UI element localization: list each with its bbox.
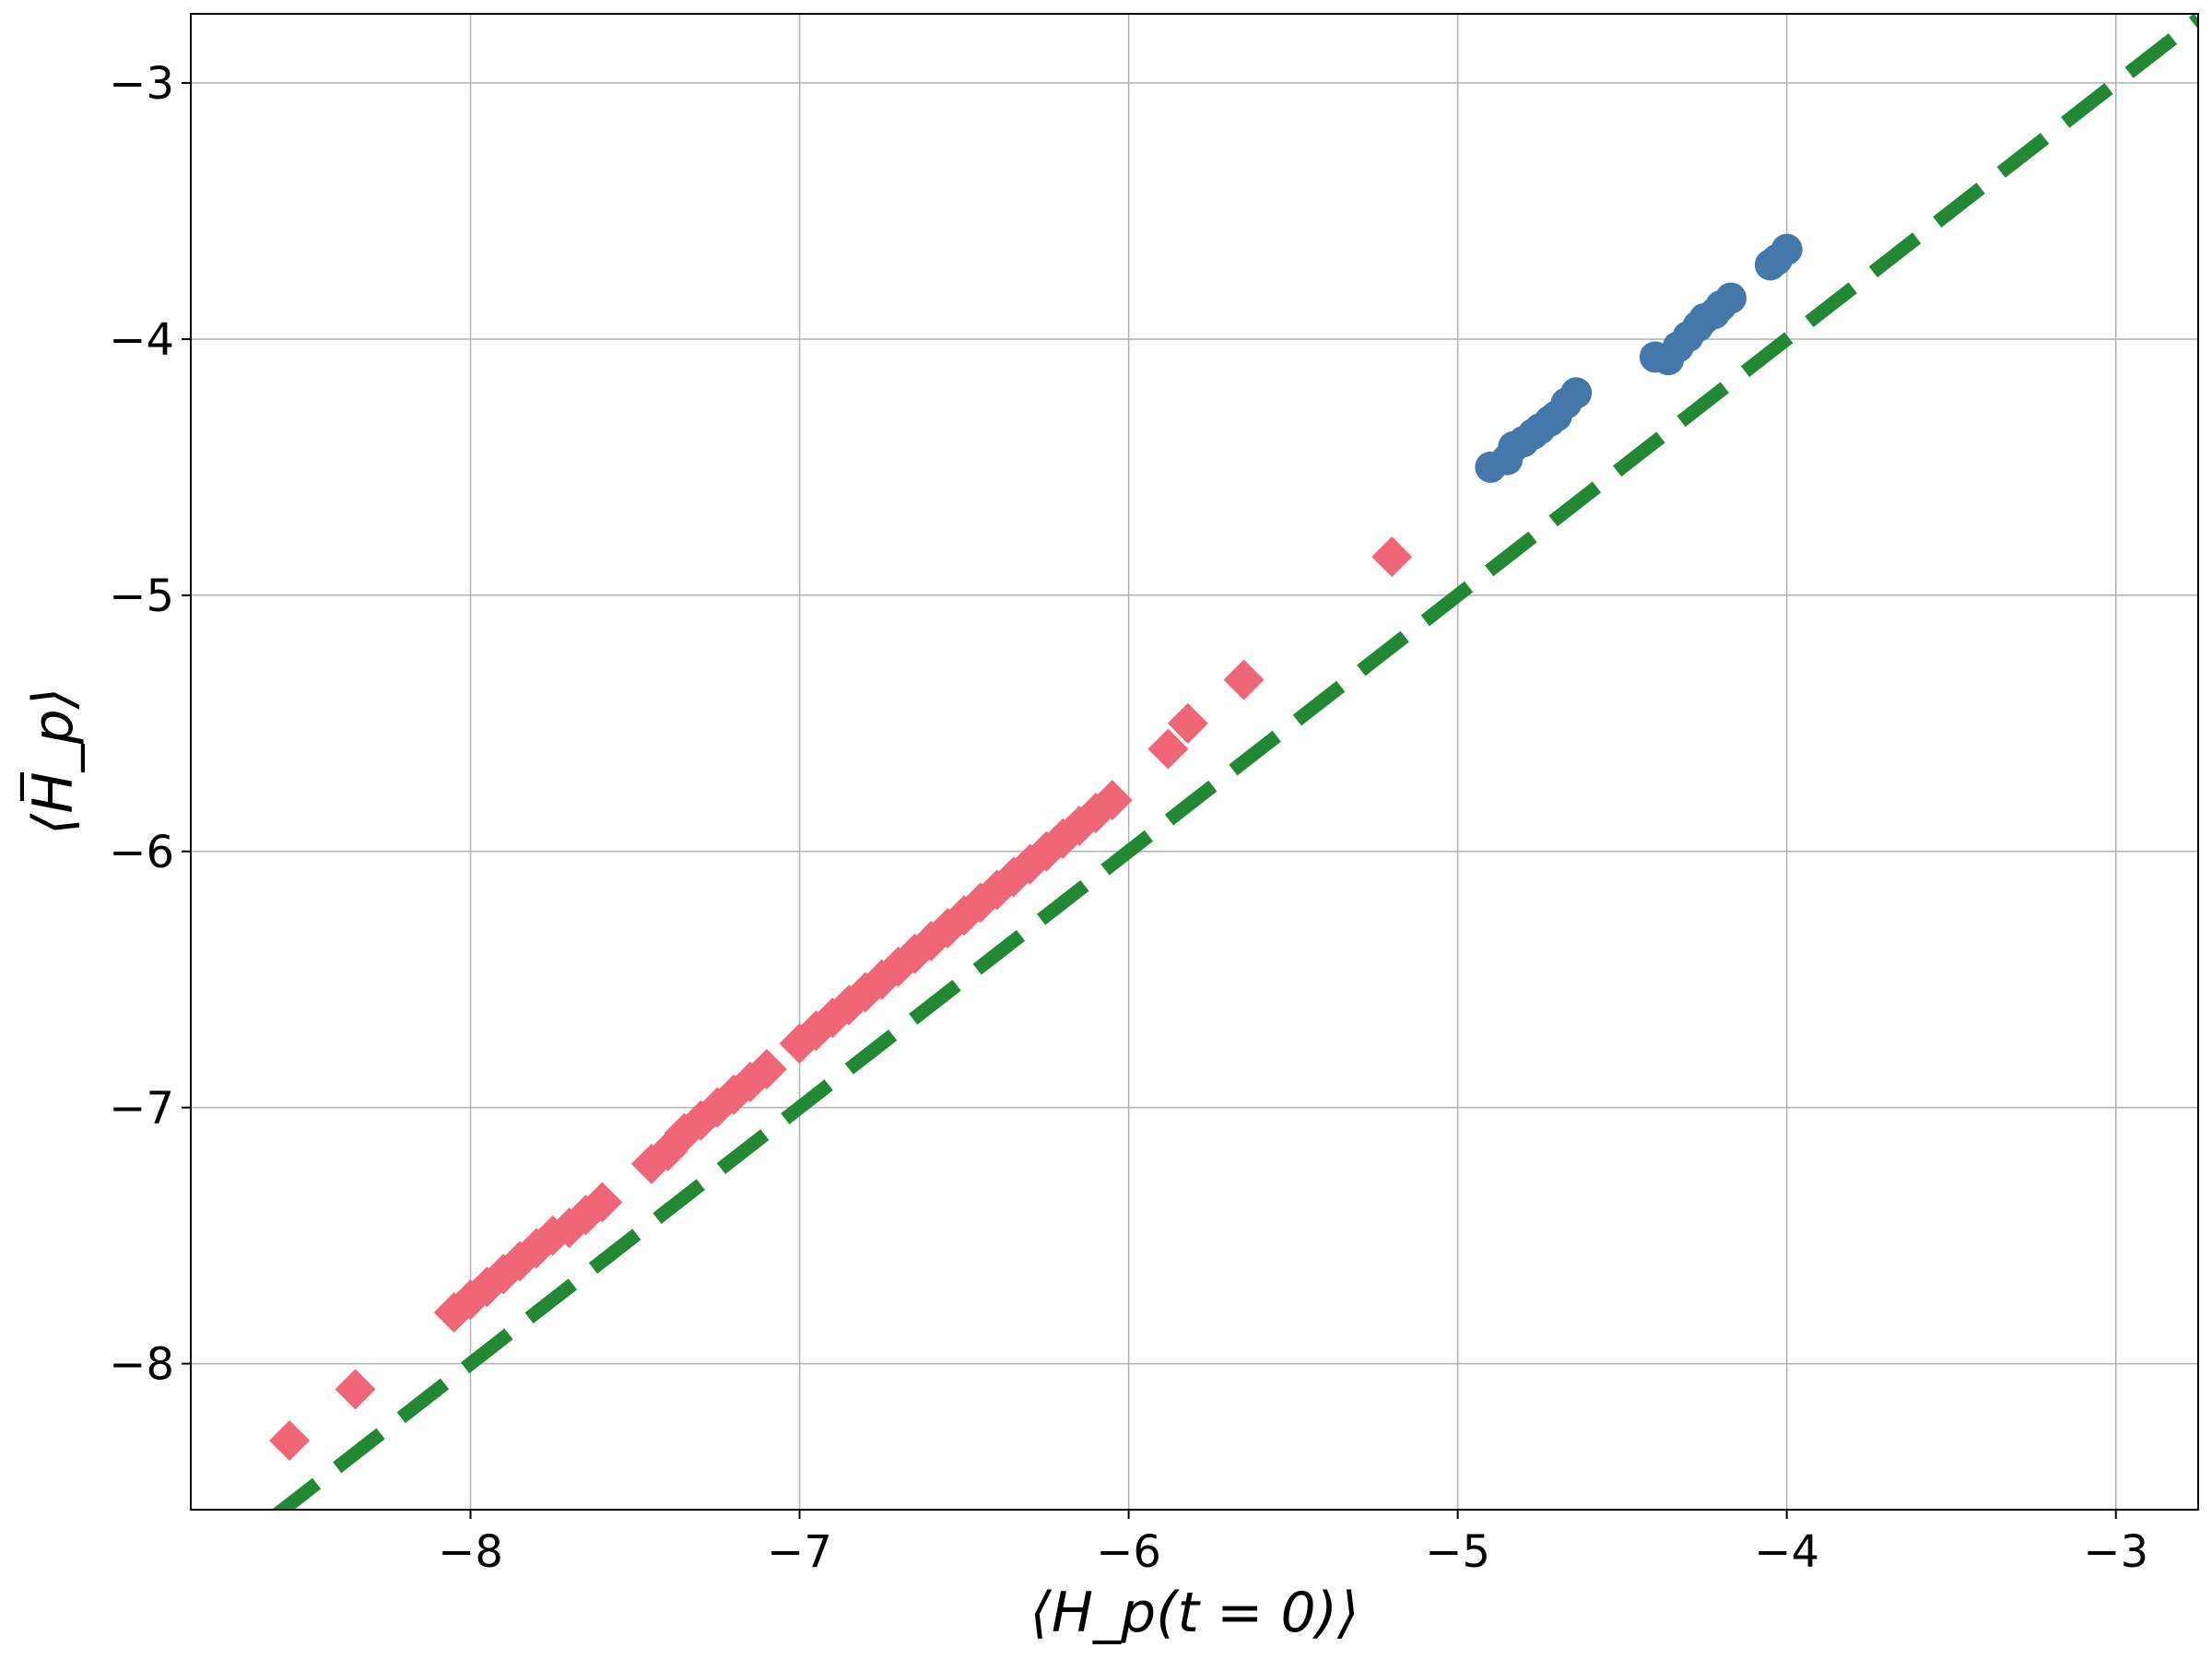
plot-area-frame xyxy=(190,13,2199,1511)
y-tick-label: −6 xyxy=(109,827,174,878)
x-axis-title: ⟨H_p(t = 0)⟩ xyxy=(1030,1581,1359,1645)
x-tick-label: −6 xyxy=(1096,1526,1161,1578)
diamond-point xyxy=(1167,702,1208,744)
x-tick-label: −3 xyxy=(2083,1526,2148,1578)
diamond-point xyxy=(1091,780,1133,821)
y-tick-label: −3 xyxy=(109,58,174,110)
diamond-point xyxy=(335,1369,376,1410)
marker-layer xyxy=(269,233,1803,1461)
y-axis-title: ⟨H̅_p⟩ xyxy=(18,688,86,835)
x-tick-label: −7 xyxy=(767,1526,832,1578)
diamond-point xyxy=(1371,536,1413,578)
diamond-point xyxy=(746,1048,787,1089)
diamond-point xyxy=(1223,659,1265,700)
y-tick-label: −5 xyxy=(109,571,174,622)
x-tick-label: −8 xyxy=(438,1526,503,1578)
grid-lines xyxy=(191,14,2198,1510)
y-axis-ticks: −8 −7 −6 −5 −4 −3 xyxy=(109,58,191,1391)
reference-line-layer xyxy=(271,14,2198,1510)
y-tick-label: −4 xyxy=(109,314,174,366)
x-tick-label: −5 xyxy=(1425,1526,1490,1578)
y-tick-label: −7 xyxy=(109,1083,174,1135)
circle-point xyxy=(1771,233,1803,265)
x-tick-label: −4 xyxy=(1754,1526,1819,1578)
circle-point xyxy=(1560,377,1593,409)
x-axis-ticks: −8 −7 −6 −5 −4 −3 xyxy=(438,1510,2148,1578)
circle-point xyxy=(1714,282,1747,314)
diamond-point xyxy=(1147,728,1189,770)
diamond-point xyxy=(582,1182,623,1223)
diamond-point xyxy=(269,1419,311,1461)
y-tick-label: −8 xyxy=(109,1339,174,1391)
reference-dashed-line xyxy=(271,14,2198,1510)
diamond-point xyxy=(450,1279,491,1321)
